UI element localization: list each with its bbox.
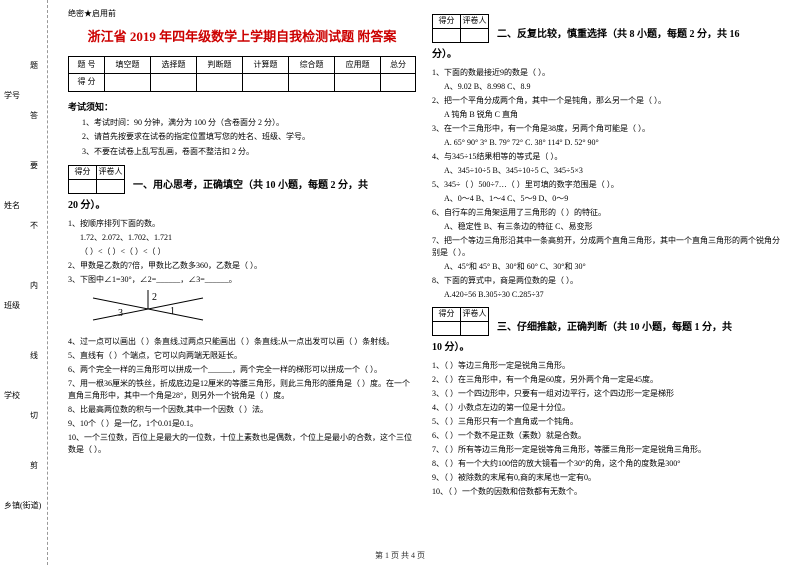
side-label-name: 姓名: [4, 200, 20, 211]
cut-char-1: 剪: [30, 460, 38, 471]
q3-2: 2、（ ）在三角形中，有一个角是60度，另外两个角一定是45度。: [432, 374, 780, 386]
th-5: 综合题: [289, 56, 335, 74]
th-6: 应用题: [335, 56, 381, 74]
section-2-header: 得分评卷人 二、反复比较，慎重选择（共 8 小题，每题 2 分，共 16: [432, 14, 780, 43]
q2-7o: A、45°和 45° B、30°和 60° C、30°和 30°: [432, 261, 780, 273]
section-1-title-2: 20 分）。: [68, 198, 416, 214]
q2-2: 2、把一个平角分成两个角，其中一个是钝角，那么另一个是（ ）。: [432, 95, 780, 107]
q3-10: 10、（ ）一个数的因数和倍数都有无数个。: [432, 486, 780, 498]
section-2-title: 二、反复比较，慎重选择（共 8 小题，每题 2 分，共 16: [497, 27, 740, 43]
q3-1: 1、（ ）等边三角形一定是锐角三角形。: [432, 360, 780, 372]
side-label-class: 班级: [4, 300, 20, 311]
th-4: 计算题: [243, 56, 289, 74]
q3-4: 4、（ ）小数点左边的第一位是十分位。: [432, 402, 780, 414]
q3-3: 3、（ ）一个四边形中，只要有一组对边平行，这个四边形一定是梯形: [432, 388, 780, 400]
mini-score-table-2: 得分评卷人: [432, 14, 489, 43]
section-3-header: 得分评卷人 三、仔细推敲，正确判断（共 10 小题，每题 1 分，共: [432, 307, 780, 336]
q1-7: 7、用一根36厘米的铁丝，折成底边是12厘米的等腰三角形，则此三角形的腰角是（ …: [68, 378, 416, 402]
q3-9: 9、（ ）被除数的末尾有0,商的末尾也一定有0。: [432, 472, 780, 484]
page-footer: 第 1 页 共 4 页: [0, 550, 800, 561]
q2-4: 4、与345÷15结果相等的等式是（ ）。: [432, 151, 780, 163]
q1-3: 3、下图中∠1=30°，∠2=______，∠3=______。: [68, 274, 416, 286]
side-label-township: 乡镇(街道): [4, 500, 41, 511]
mh2-1: 评卷人: [461, 15, 489, 29]
q2-5o: A、0～4 B、1～4 C、5～9 D、0～9: [432, 193, 780, 205]
q2-8o: A.420÷56 B.305÷30 C.285÷37: [432, 289, 780, 301]
q3-6: 6、（ ）一个数不是正数（素数）就是合数。: [432, 430, 780, 442]
section-3-title: 三、仔细推敲，正确判断（共 10 小题，每题 1 分，共: [497, 320, 732, 336]
cut-char-6: 要: [30, 160, 38, 171]
th-7: 总分: [381, 56, 416, 74]
exam-title: 浙江省 2019 年四年级数学上学期自我检测试题 附答案: [68, 27, 416, 48]
instructions-list: 1、考试时间：90 分钟，满分为 100 分（含卷面分 2 分）。 2、请首先按…: [68, 117, 416, 159]
instr-1: 1、考试时间：90 分钟，满分为 100 分（含卷面分 2 分）。: [82, 117, 416, 130]
section-2-title-2: 分）。: [432, 47, 780, 63]
secret-label: 绝密★启用前: [68, 8, 416, 21]
q2-1: 1、下面的数最接近9的数是（ ）。: [432, 67, 780, 79]
q2-6o: A、稳定性 B、有三条边的特征 C、易变形: [432, 221, 780, 233]
cut-char-2: 切: [30, 410, 38, 421]
angle-label-1: 1: [170, 306, 175, 317]
q1-1a: 1.72、2.072、1.702、1.721: [68, 232, 416, 244]
mh2-0: 得分: [433, 15, 461, 29]
th-3: 判断题: [197, 56, 243, 74]
score-header-row: 题 号 填空题 选择题 判断题 计算题 综合题 应用题 总分: [69, 56, 416, 74]
q2-7: 7、把一个等边三角形沿其中一条高剪开，分成两个直角三角形，其中一个直角三角形的两…: [432, 235, 780, 259]
q3-8: 8、（ ）有一个大约100倍的放大镜看一个30°的角，这个角的度数是300°: [432, 458, 780, 470]
th-2: 选择题: [151, 56, 197, 74]
mh3-0: 得分: [433, 308, 461, 322]
instructions-title: 考试须知：: [68, 100, 416, 114]
angle-label-3: 3: [118, 308, 123, 319]
q2-3: 3、在一个三角形中，有一个角是38度，另两个角可能是（ ）。: [432, 123, 780, 135]
mh1-1: 评卷人: [97, 165, 125, 179]
q2-6: 6、自行车的三角架运用了三角形的（ ）的特征。: [432, 207, 780, 219]
cut-char-4: 内: [30, 280, 38, 291]
q1-8: 8、比最高两位数的积与一个因数,其中一个因数（ ）法。: [68, 404, 416, 416]
th-0: 题 号: [69, 56, 105, 74]
angle-label-2: 2: [152, 292, 157, 303]
q2-1o: A、9.02 B、8.998 C、8.9: [432, 81, 780, 93]
main-content: 绝密★启用前 浙江省 2019 年四年级数学上学期自我检测试题 附答案 题 号 …: [48, 0, 800, 565]
q1-5: 5、直线有（ ）个端点，它可以向两端无限延长。: [68, 350, 416, 362]
q2-5: 5、345÷（ ）500÷7…（ ）里可填的数字范围是（ ）。: [432, 179, 780, 191]
instr-3: 3、不要在试卷上乱写乱画，卷面不整洁扣 2 分。: [82, 146, 416, 159]
column-right: 得分评卷人 二、反复比较，慎重选择（共 8 小题，每题 2 分，共 16 分）。…: [424, 8, 788, 557]
mini-score-table-1: 得分评卷人: [68, 165, 125, 194]
cut-char-7: 答: [30, 110, 38, 121]
exam-page: 乡镇(街道) 学校 班级 姓名 学号 剪 切 线 内 不 要 答 题 绝密★启用…: [0, 0, 800, 565]
cut-char-5: 不: [30, 220, 38, 231]
section-1-title: 一、用心思考，正确填空（共 10 小题，每题 2 分，共: [133, 178, 368, 194]
side-label-school: 学校: [4, 390, 20, 401]
column-left: 绝密★启用前 浙江省 2019 年四年级数学上学期自我检测试题 附答案 题 号 …: [60, 8, 424, 557]
q1-1: 1、按顺序排列下面的数。: [68, 218, 416, 230]
cut-char-8: 题: [30, 60, 38, 71]
q3-5: 5、（ ）三角形只有一个直角或一个钝角。: [432, 416, 780, 428]
side-label-id: 学号: [4, 90, 20, 101]
mh1-0: 得分: [69, 165, 97, 179]
q1-9: 9、10个（ ）是一亿，1个0.01是0.1。: [68, 418, 416, 430]
mini-score-table-3: 得分评卷人: [432, 307, 489, 336]
q1-6: 6、两个完全一样的三角形可以拼成一个______，两个完全一样的梯形可以拼成一个…: [68, 364, 416, 376]
q1-2: 2、甲数是乙数的7倍，甲数比乙数多360，乙数是（ ）。: [68, 260, 416, 272]
angle-diagram: 3 2 1: [88, 290, 208, 330]
section-3-title-2: 10 分）。: [432, 340, 780, 356]
q1-10: 10、一个三位数，百位上是最大的一位数，十位上素数也是偶数，个位上是最小的合数，…: [68, 432, 416, 456]
score-blank: [105, 74, 151, 92]
mh3-1: 评卷人: [461, 308, 489, 322]
score-table: 题 号 填空题 选择题 判断题 计算题 综合题 应用题 总分 得 分: [68, 56, 416, 93]
instr-2: 2、请首先按要求在试卷的指定位置填写您的姓名、班级、学号。: [82, 131, 416, 144]
cut-char-3: 线: [30, 350, 38, 361]
q3-7: 7、（ ）所有等边三角形一定是锐等角三角形，等腰三角形一定是锐角三角形。: [432, 444, 780, 456]
q1-4: 4、过一点可以画出（ ）条直线,过两点只能画出（ ）条直线;从一点出发可以画（ …: [68, 336, 416, 348]
th-1: 填空题: [105, 56, 151, 74]
q2-2o: A 钝角 B 锐角 C 直角: [432, 109, 780, 121]
q2-8: 8、下面的算式中，商是两位数的是（ ）。: [432, 275, 780, 287]
score-label: 得 分: [69, 74, 105, 92]
q2-3o: A. 65° 90° 3° B. 79° 72° C. 38° 114° D. …: [432, 137, 780, 149]
score-value-row: 得 分: [69, 74, 416, 92]
q1-1b: （ ）<（ ）<（ ）<（ ）: [68, 246, 416, 258]
binding-margin: 乡镇(街道) 学校 班级 姓名 学号 剪 切 线 内 不 要 答 题: [0, 0, 48, 565]
q2-4o: A、345÷10÷5 B、345÷10÷5 C、345÷5×3: [432, 165, 780, 177]
section-1-header: 得分评卷人 一、用心思考，正确填空（共 10 小题，每题 2 分，共: [68, 165, 416, 194]
